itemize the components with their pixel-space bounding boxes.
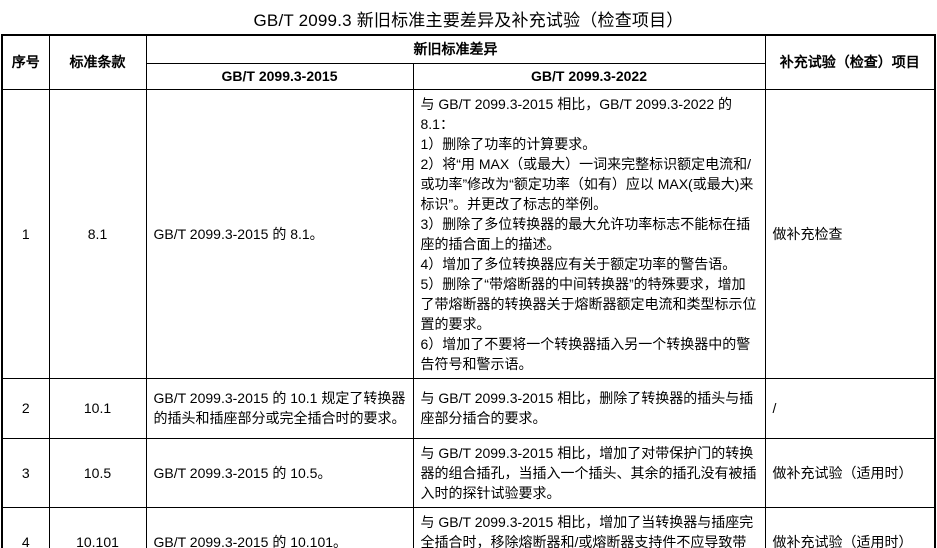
row-old-standard-text: GB/T 2099.3-2015 的 10.5。: [145, 437, 414, 508]
row-supplement: 做补充试验（适用时）: [764, 437, 936, 508]
table-row: 2 10.1 GB/T 2099.3-2015 的 10.1 规定了转换器的插头和插…: [1, 377, 936, 439]
row-supplement: 做补充试验（适用时）: [764, 506, 936, 548]
table-body: 1 8.1 GB/T 2099.3-2015 的 8.1。与 GB/T 2099.3…: [1, 88, 936, 548]
new-standard-line: 与 GB/T 2099.3-2015 相比，删除了转换器的插头与插座部分插合的要…: [420, 390, 754, 426]
row-seq: 1: [1, 88, 50, 379]
header-diff-group: 新旧标准差异: [145, 34, 766, 64]
row-supplement: 做补充检查: [764, 88, 936, 379]
header-row-top: 序号 标准条款 新旧标准差异 补充试验（检查）项目: [1, 34, 936, 90]
row-clause: 8.1: [48, 88, 147, 379]
table-row: 4 10.101 GB/T 2099.3-2015 的 10.101。与 GB/T …: [1, 506, 936, 548]
row-seq: 2: [1, 377, 50, 439]
row-clause: 10.5: [48, 437, 147, 508]
row-supplement: /: [764, 377, 936, 439]
header-supplement: 补充试验（检查）项目: [764, 34, 936, 90]
row-new-standard-text: 与 GB/T 2099.3-2015 相比，增加了当转换器与插座完全插合时，移除…: [412, 506, 766, 548]
table-row: 1 8.1 GB/T 2099.3-2015 的 8.1。与 GB/T 2099.3…: [1, 88, 936, 379]
comparison-table: 序号 标准条款 新旧标准差异 补充试验（检查）项目 GB/T 2099.3-20…: [1, 34, 936, 548]
table-row: 3 10.5 GB/T 2099.3-2015 的 10.5。与 GB/T 2099…: [1, 437, 936, 508]
row-seq: 4: [1, 506, 50, 548]
new-standard-line: 4）增加了多位转换器应有关于额定功率的警告语。: [420, 255, 737, 272]
row-seq: 3: [1, 437, 50, 508]
row-old-standard-text: GB/T 2099.3-2015 的 8.1。: [145, 88, 414, 379]
new-standard-line: 1）删除了功率的计算要求。: [420, 135, 597, 152]
new-standard-line: 5）删除了“带熔断器的中间转换器”的特殊要求，增加了带熔断器的转换器关于熔断器额…: [420, 275, 757, 332]
page-title: GB/T 2099.3 新旧标准主要差异及补充试验（检查项目）: [253, 11, 684, 30]
table-header: 序号 标准条款 新旧标准差异 补充试验（检查）项目 GB/T 2099.3-20…: [1, 34, 936, 90]
header-seq: 序号: [1, 34, 50, 90]
header-new-standard: GB/T 2099.3-2022: [412, 62, 766, 90]
row-clause: 10.101: [48, 506, 147, 548]
new-standard-line: 6）增加了不要将一个转换器插入另一个转换器中的警告符号和警示语。: [420, 335, 751, 372]
new-standard-line: 与 GB/T 2099.3-2015 相比，GB/T 2099.3-2022 的…: [420, 95, 733, 132]
header-row-sub: GB/T 2099.3-2015 GB/T 2099.3-2022: [2, 62, 935, 90]
row-new-standard-text: 与 GB/T 2099.3-2015 相比，删除了转换器的插头与插座部分插合的要…: [412, 377, 766, 439]
row-clause: 10.1: [48, 377, 147, 439]
row-old-standard-text: GB/T 2099.3-2015 的 10.101。: [145, 506, 414, 548]
new-standard-line: 2）将“用 MAX（或最大）一词来完整标识额定电流和/或功率”修改为“额定功率（…: [420, 155, 754, 212]
row-new-standard-text: 与 GB/T 2099.3-2015 相比，GB/T 2099.3-2022 的…: [412, 88, 766, 379]
new-standard-line: 与 GB/T 2099.3-2015 相比，增加了对带保护门的转换器的组合插孔，…: [420, 444, 757, 501]
new-standard-line: 与 GB/T 2099.3-2015 相比，增加了当转换器与插座完全插合时，移除…: [420, 513, 754, 548]
row-new-standard-text: 与 GB/T 2099.3-2015 相比，增加了对带保护门的转换器的组合插孔，…: [412, 437, 766, 508]
header-clause: 标准条款: [48, 34, 147, 90]
row-old-standard-text: GB/T 2099.3-2015 的 10.1 规定了转换器的插头和插座部分或完…: [145, 377, 414, 439]
header-old-standard: GB/T 2099.3-2015: [145, 62, 414, 90]
new-standard-line: 3）删除了多位转换器的最大允许功率标志不能标在插座的插合面上的描述。: [420, 215, 751, 252]
